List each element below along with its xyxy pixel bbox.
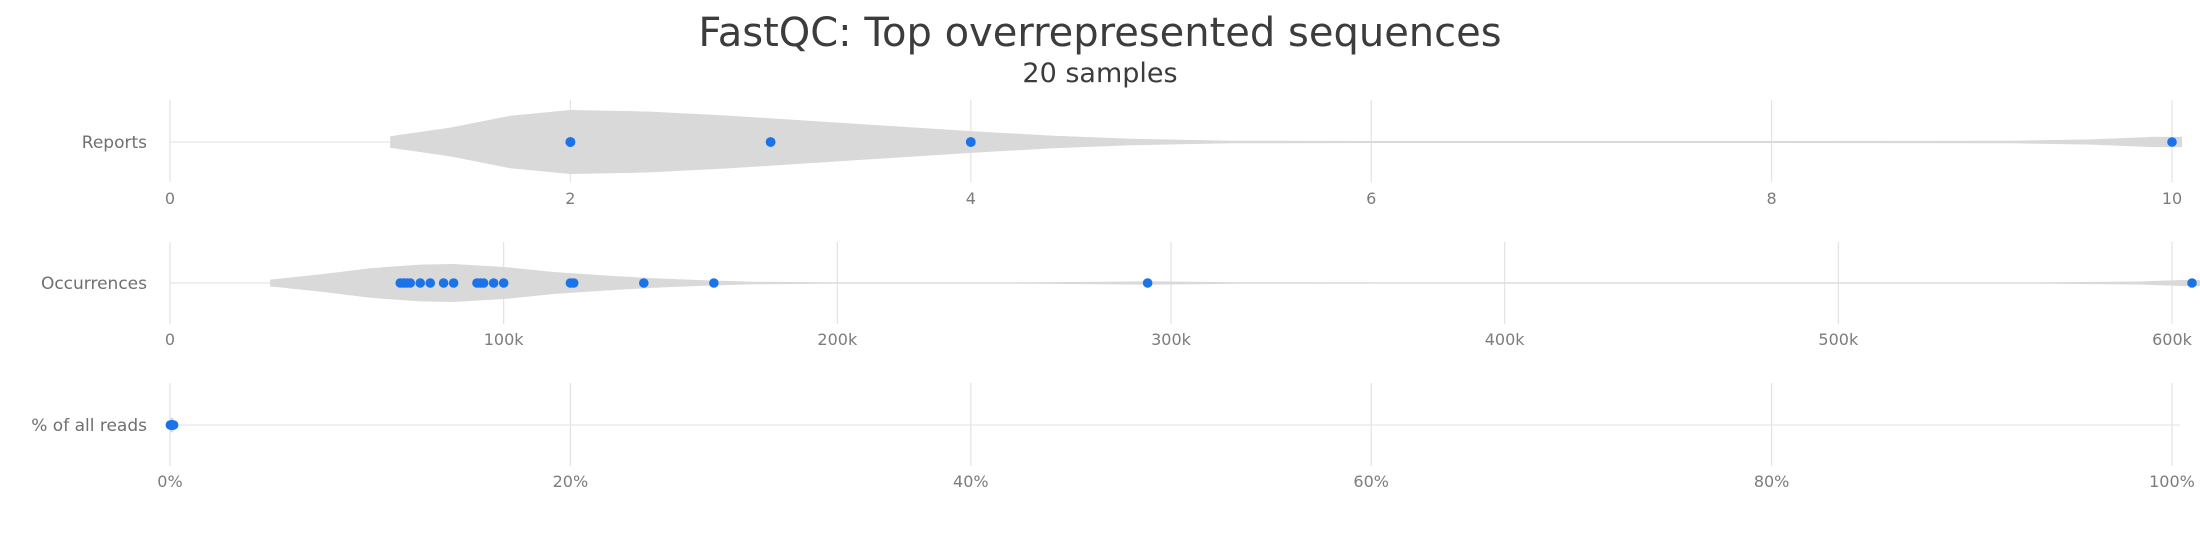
point-1-18 [2187, 278, 2197, 288]
row-2: % of all reads 0% 20% 40% 60% 80% 100% [31, 383, 2195, 491]
point-0-9 [765, 137, 776, 147]
point-0-14 [966, 137, 976, 147]
point-0-6 [565, 137, 576, 147]
tick-label-0-5: 10 [2162, 189, 2182, 208]
point-1-5 [425, 278, 436, 288]
point-1-6 [438, 278, 449, 288]
chart-title: FastQC: Top overrepresented sequences [698, 10, 1502, 56]
point-1-17 [1142, 278, 1153, 288]
point-1-10 [478, 278, 489, 288]
chart-subtitle: 20 samples [1022, 58, 1178, 89]
point-1-14 [568, 278, 579, 288]
point-1-7 [448, 278, 459, 288]
point-1-12 [498, 278, 509, 288]
point-0-15 [2167, 137, 2177, 147]
tick-label-2-1: 20% [553, 472, 589, 491]
tick-label-1-2: 200k [817, 330, 858, 349]
violin-0 [390, 110, 2183, 174]
violin-1 [270, 264, 2200, 302]
tick-label-2-0: 0% [157, 472, 182, 491]
tick-label-0-4: 8 [1767, 189, 1777, 208]
tick-label-1-0: 0 [165, 330, 175, 349]
point-1-4 [415, 278, 426, 288]
tick-label-2-5: 100% [2149, 472, 2195, 491]
point-2-9 [168, 420, 179, 430]
row-1: Occurrences 0 100k 200k 300k 400k 500k 600k [41, 242, 2200, 349]
tick-label-2-3: 60% [1353, 472, 1389, 491]
point-1-15 [639, 278, 649, 288]
point-1-3 [405, 278, 416, 288]
tick-label-2-4: 80% [1754, 472, 1790, 491]
tick-label-1-1: 100k [484, 330, 525, 349]
tick-label-1-6: 600k [2152, 330, 2193, 349]
row-label-2: % of all reads [31, 416, 147, 436]
tick-label-0-1: 2 [565, 189, 575, 208]
tick-label-1-5: 500k [1818, 330, 1859, 349]
tick-label-0-0: 0 [165, 189, 175, 208]
point-1-11 [488, 278, 499, 288]
tick-label-1-3: 300k [1151, 330, 1192, 349]
tick-label-2-2: 40% [953, 472, 989, 491]
row-label-1: Occurrences [41, 274, 147, 294]
row-0: Reports 0 2 4 6 8 10 [82, 100, 2182, 208]
tick-label-0-3: 6 [1366, 189, 1376, 208]
row-label-0: Reports [82, 133, 147, 153]
point-1-16 [709, 278, 719, 288]
tick-label-1-4: 400k [1485, 330, 1526, 349]
tick-label-0-2: 4 [966, 189, 976, 208]
